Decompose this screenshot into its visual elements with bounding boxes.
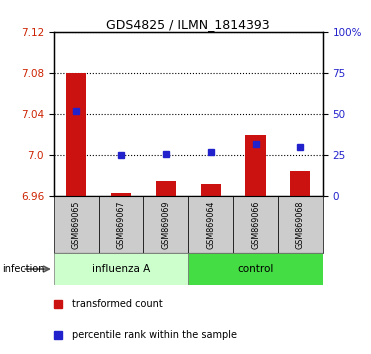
Bar xyxy=(290,171,311,196)
Text: infection: infection xyxy=(2,264,45,274)
Bar xyxy=(144,196,188,253)
Title: GDS4825 / ILMN_1814393: GDS4825 / ILMN_1814393 xyxy=(106,18,270,31)
Bar xyxy=(278,196,323,253)
Text: GSM869065: GSM869065 xyxy=(72,200,81,249)
Bar xyxy=(188,196,233,253)
Bar xyxy=(201,184,221,196)
Text: influenza A: influenza A xyxy=(92,264,150,274)
Bar xyxy=(54,196,99,253)
Text: GSM869068: GSM869068 xyxy=(296,201,305,249)
Bar xyxy=(111,193,131,196)
Bar xyxy=(156,181,176,196)
Text: GSM869067: GSM869067 xyxy=(116,200,125,249)
Bar xyxy=(246,135,266,196)
Bar xyxy=(66,73,86,196)
Bar xyxy=(188,253,323,285)
Text: percentile rank within the sample: percentile rank within the sample xyxy=(72,330,237,340)
Text: GSM869069: GSM869069 xyxy=(161,200,170,249)
Text: GSM869066: GSM869066 xyxy=(251,201,260,249)
Text: transformed count: transformed count xyxy=(72,299,162,309)
Bar xyxy=(233,196,278,253)
Bar xyxy=(54,253,188,285)
Text: GSM869064: GSM869064 xyxy=(206,201,215,249)
Text: control: control xyxy=(237,264,274,274)
Bar xyxy=(99,196,144,253)
